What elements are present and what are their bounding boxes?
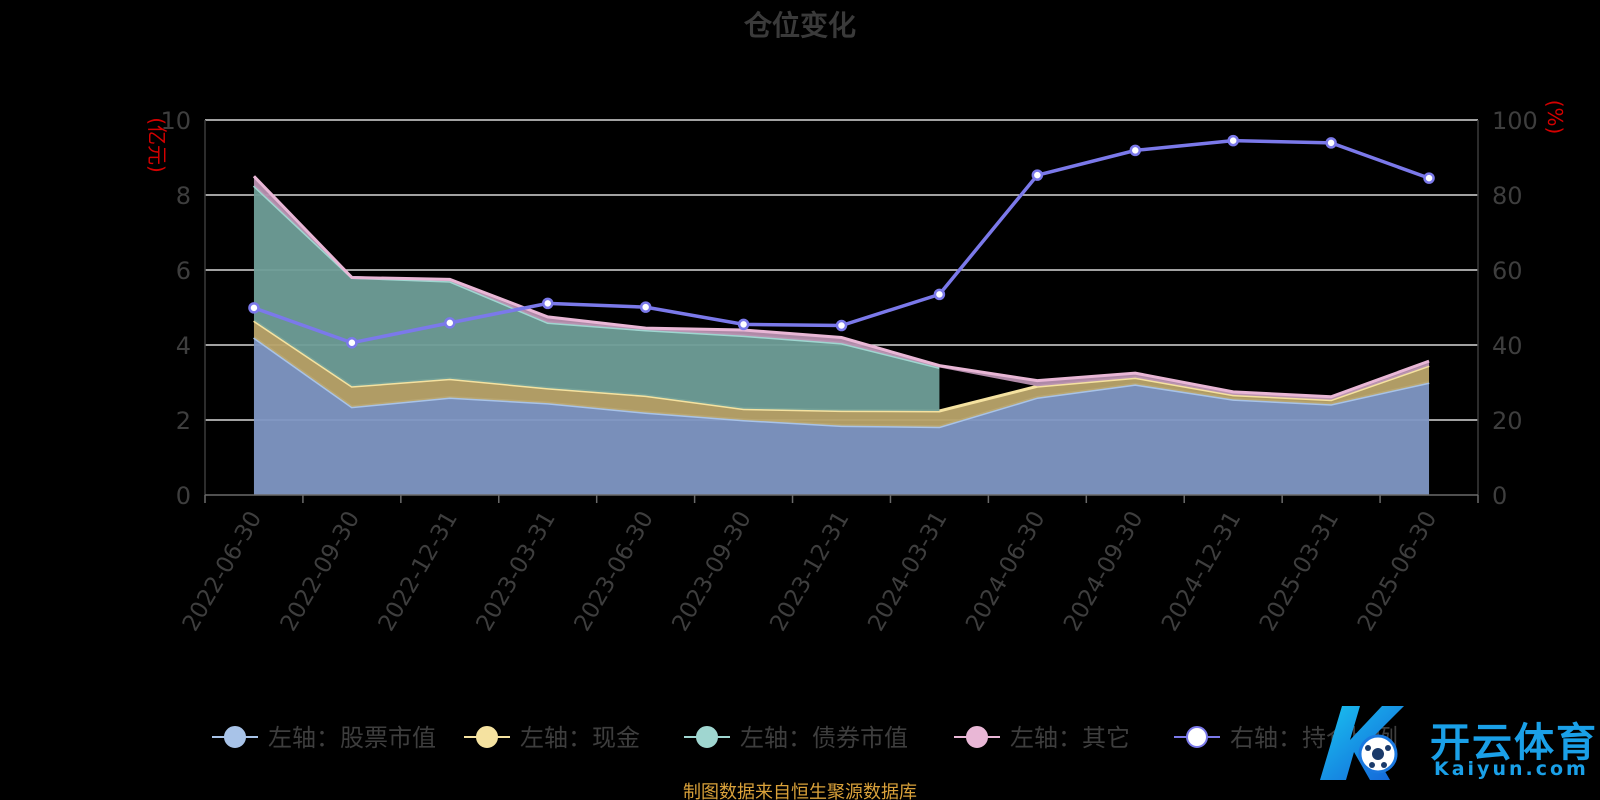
x-tick-label: 2024-03-31	[863, 507, 952, 636]
legend-marker-icon	[966, 726, 988, 748]
holding-ratio-point	[541, 297, 554, 310]
legend-label: 左轴：现金	[520, 724, 640, 752]
left-tick-label: 6	[176, 257, 191, 285]
holding-ratio-point	[346, 337, 358, 349]
left-tick-label: 4	[176, 332, 191, 360]
left-tick-label: 10	[160, 107, 191, 135]
x-tick-label: 2024-09-30	[1059, 507, 1148, 636]
area-左轴：债券市值	[253, 185, 940, 411]
x-tick-label: 2022-06-30	[178, 507, 267, 636]
left-tick-label: 8	[176, 182, 191, 210]
holding-ratio-point	[1325, 137, 1337, 149]
right-axis-unit: (%)	[1543, 100, 1567, 135]
legend-item[interactable]: 左轴：股票市值	[212, 724, 436, 752]
watermark-text: 开云体育	[1430, 720, 1598, 766]
x-tick-label: 2024-06-30	[961, 507, 1050, 636]
holding-ratio-point	[933, 288, 946, 301]
holding-ratio-point	[444, 317, 456, 329]
line-layer	[248, 134, 1435, 349]
legend-marker-icon	[696, 726, 718, 748]
legend-item[interactable]: 左轴：现金	[464, 724, 640, 752]
holding-ratio-point	[1031, 169, 1044, 181]
right-tick-label: 20	[1492, 407, 1523, 435]
x-tick-label: 2024-12-31	[1157, 507, 1246, 636]
area-左轴：现金	[253, 320, 1430, 427]
left-tick-label: 0	[176, 482, 191, 510]
x-tick-label: 2023-03-31	[472, 507, 561, 636]
holding-ratio-point	[835, 319, 848, 332]
legend-label: 左轴：债券市值	[740, 724, 908, 752]
holding-ratio-point	[737, 318, 750, 331]
holding-ratio-point	[1227, 134, 1239, 147]
holding-ratio-point	[1423, 172, 1435, 184]
right-tick-label: 0	[1492, 482, 1507, 510]
kaiyun-logo-icon	[1320, 706, 1404, 780]
x-tick-label: 2023-09-30	[667, 507, 756, 636]
legend-layer: 左轴：股票市值 左轴：现金 左轴：债券市值 左轴：其它 右轴：持仓比例	[212, 724, 1398, 752]
data-source-footer: 制图数据来自恒生聚源数据库	[683, 782, 917, 800]
x-tick-label: 2022-12-31	[374, 507, 463, 636]
x-tick-label: 2022-09-30	[276, 507, 365, 636]
x-tick-label: 2023-06-30	[569, 507, 658, 636]
legend-marker-icon	[1186, 726, 1208, 748]
right-tick-label: 100	[1492, 107, 1538, 135]
watermark-subtext: Kaiyun.com	[1434, 758, 1589, 780]
legend-item[interactable]: 左轴：债券市值	[684, 724, 908, 752]
x-tick-label: 2025-06-30	[1353, 507, 1442, 636]
left-axis-unit: (亿元)	[145, 117, 169, 173]
holding-ratio-point	[639, 301, 652, 313]
legend-marker-icon	[224, 726, 246, 748]
area-layer	[252, 175, 1430, 495]
x-tick-label: 2025-03-31	[1255, 507, 1344, 636]
holding-ratio-point	[248, 302, 260, 314]
area-edge-左轴：其它	[252, 175, 1430, 399]
legend-marker-icon	[476, 726, 498, 748]
x-tick-label: 2023-12-31	[765, 507, 854, 636]
legend-label: 左轴：股票市值	[268, 724, 436, 752]
chart-title: 仓位变化	[743, 9, 856, 42]
right-tick-label: 60	[1492, 257, 1523, 285]
legend-label: 左轴：其它	[1010, 724, 1130, 752]
holding-ratio-point	[1129, 144, 1142, 157]
left-tick-label: 2	[176, 407, 191, 435]
area-左轴：股票市值	[253, 337, 1430, 495]
legend-item[interactable]: 左轴：其它	[954, 724, 1130, 752]
right-tick-label: 80	[1492, 182, 1523, 210]
right-tick-label: 40	[1492, 332, 1523, 360]
